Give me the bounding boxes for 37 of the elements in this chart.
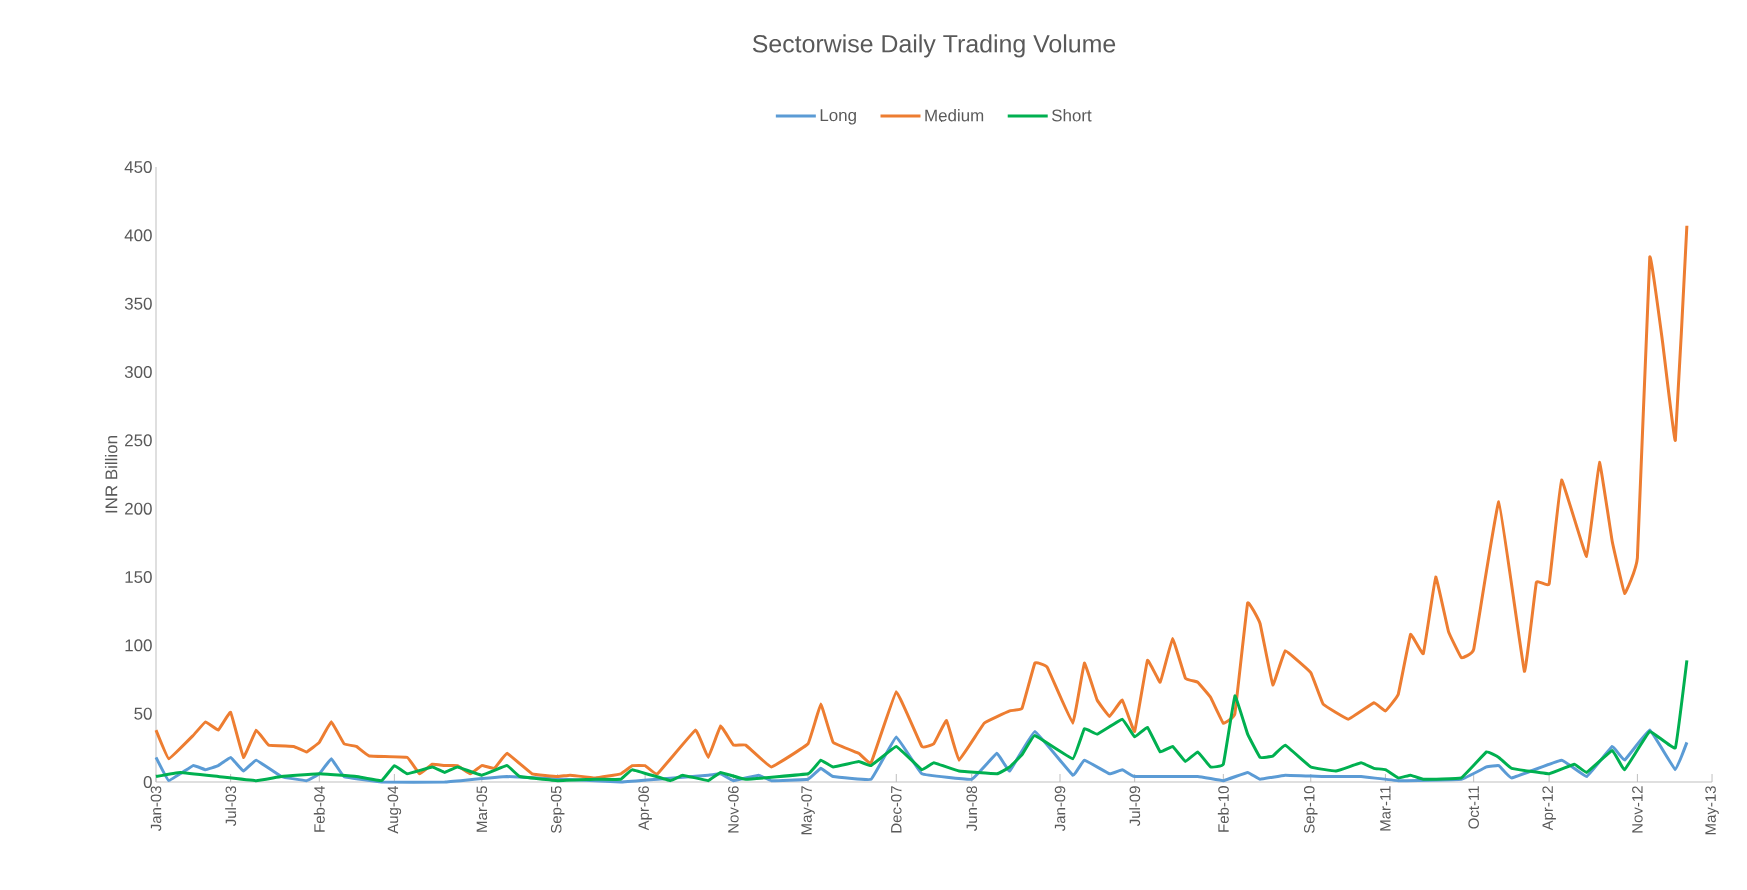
legend-label: Short <box>1051 109 1092 122</box>
x-tick-label: Nov-06 <box>728 786 739 833</box>
x-tick-label: Apr-06 <box>638 786 652 831</box>
x-tick-label: Jan-03 <box>150 786 162 831</box>
legend-label: Medium <box>925 109 984 122</box>
line-series <box>154 658 1689 783</box>
x-tick-label: May-07 <box>801 786 815 835</box>
y-tick-label: 450 <box>124 161 152 173</box>
x-tick-label: Jul-03 <box>225 786 237 826</box>
x-tick-label: Nov-12 <box>1632 786 1643 833</box>
x-tick-label: Jan-09 <box>1054 786 1066 831</box>
x-tick-label: Oct-11 <box>1468 786 1479 829</box>
x-tick-label: Jun-08 <box>966 786 978 831</box>
y-tick-label: 350 <box>124 297 152 310</box>
y-tick-label: 300 <box>124 366 152 378</box>
y-tick-label: 150 <box>125 571 152 583</box>
x-tick-label: Dec-07 <box>890 786 902 833</box>
x-tick-label: Sep-05 <box>550 786 565 834</box>
x-tick-label: Feb-04 <box>313 785 325 832</box>
chart-title: Sectorwise Daily Trading Volume <box>752 34 1116 58</box>
x-tick-label: Mar-05 <box>476 786 488 832</box>
x-tick-label: Jul-09 <box>1129 786 1141 826</box>
x-tick-label: Aug-04 <box>387 785 402 834</box>
x-tick-label: Feb-10 <box>1217 786 1229 832</box>
line-series <box>154 224 1689 780</box>
y-tick-label: 0 <box>143 776 152 788</box>
x-tick-label: Sep-10 <box>1303 786 1318 834</box>
y-tick-label: 400 <box>124 229 152 242</box>
x-tick-label: May-13 <box>1705 786 1719 835</box>
y-axis-title: INR Billion <box>104 436 118 513</box>
x-tick-label: Mar-11 <box>1380 786 1391 831</box>
y-tick-label: 250 <box>125 434 152 447</box>
y-tick-label: 100 <box>125 639 152 652</box>
y-tick-label: 50 <box>134 707 152 720</box>
x-tick-label: Apr-12 <box>1542 786 1556 831</box>
y-tick-label: 200 <box>125 502 152 515</box>
legend-label: Long <box>820 109 856 125</box>
